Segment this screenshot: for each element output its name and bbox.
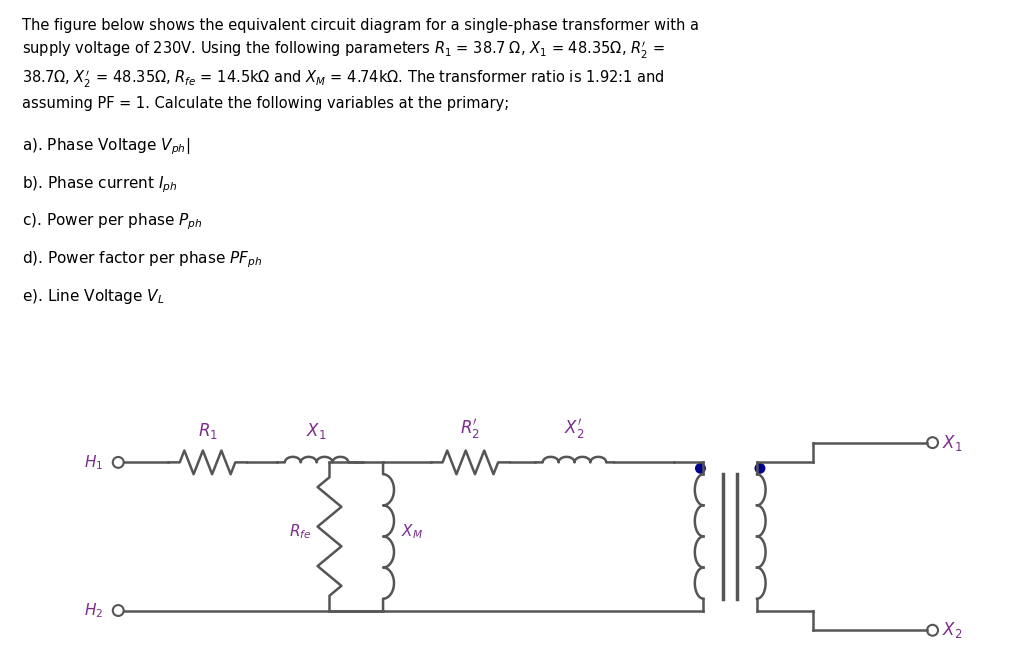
Text: d). Power factor per phase $PF_{ph}$: d). Power factor per phase $PF_{ph}$ bbox=[23, 249, 262, 270]
Text: $R_2'$: $R_2'$ bbox=[461, 417, 480, 441]
Text: $R_{fe}$: $R_{fe}$ bbox=[289, 522, 311, 541]
Text: $X_M$: $X_M$ bbox=[401, 522, 423, 541]
Text: a). Phase Voltage $V_{ph}|$: a). Phase Voltage $V_{ph}|$ bbox=[23, 136, 190, 157]
Text: $X_2'$: $X_2'$ bbox=[564, 417, 585, 441]
Text: $X_1$: $X_1$ bbox=[942, 433, 963, 453]
Text: $X_1$: $X_1$ bbox=[306, 421, 327, 441]
Circle shape bbox=[756, 464, 765, 473]
Text: $H_2$: $H_2$ bbox=[84, 601, 103, 620]
Text: b). Phase current $I_{ph}$: b). Phase current $I_{ph}$ bbox=[23, 174, 177, 195]
Text: $X_2$: $X_2$ bbox=[942, 620, 963, 640]
Text: The figure below shows the equivalent circuit diagram for a single-phase transfo: The figure below shows the equivalent ci… bbox=[23, 18, 699, 111]
Circle shape bbox=[695, 464, 706, 473]
Text: $R_1$: $R_1$ bbox=[198, 421, 217, 441]
Text: c). Power per phase $P_{ph}$: c). Power per phase $P_{ph}$ bbox=[23, 211, 203, 232]
Text: e). Line Voltage $V_L$: e). Line Voltage $V_L$ bbox=[23, 286, 165, 306]
Text: $H_1$: $H_1$ bbox=[84, 453, 103, 472]
